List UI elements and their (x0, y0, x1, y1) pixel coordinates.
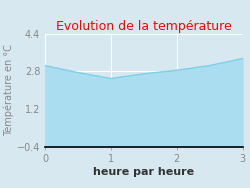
Title: Evolution de la température: Evolution de la température (56, 20, 232, 33)
Y-axis label: Température en °C: Température en °C (4, 44, 14, 136)
X-axis label: heure par heure: heure par heure (93, 167, 194, 177)
